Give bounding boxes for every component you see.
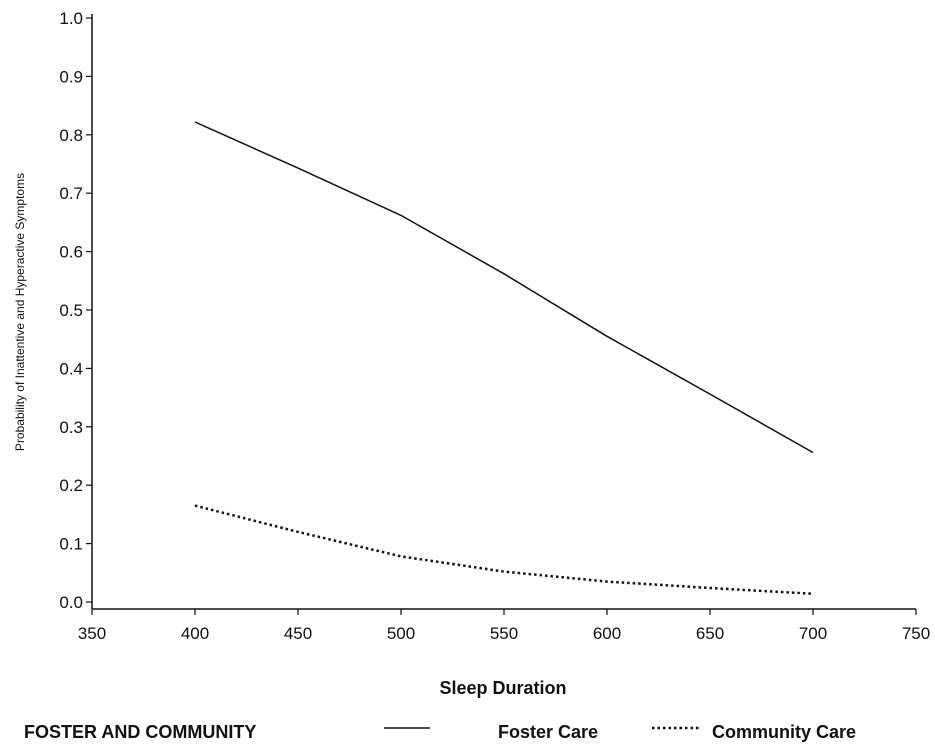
y-axis-title: Probability of Inattentive and Hyperacti… bbox=[13, 173, 27, 451]
x-tick-label: 650 bbox=[696, 624, 724, 643]
x-tick-label: 550 bbox=[490, 624, 518, 643]
series-line-community-care bbox=[194, 504, 814, 596]
legend-title: FOSTER AND COMMUNITY bbox=[24, 722, 256, 742]
y-tick-label: 1.0 bbox=[59, 9, 83, 28]
series-layer bbox=[194, 121, 814, 596]
y-tick-label: 0.8 bbox=[59, 126, 83, 145]
y-tick-label: 0.5 bbox=[59, 301, 83, 320]
y-tick-label: 0.9 bbox=[59, 67, 83, 86]
x-tick-label: 350 bbox=[78, 624, 106, 643]
x-tick-label: 500 bbox=[387, 624, 415, 643]
x-tick-label: 750 bbox=[902, 624, 930, 643]
y-tick-label: 0.1 bbox=[59, 535, 83, 554]
x-axis-title: Sleep Duration bbox=[439, 678, 566, 698]
x-tick-label: 400 bbox=[181, 624, 209, 643]
x-ticks: 350 400 450 500 550 600 650 700 750 bbox=[78, 609, 930, 643]
y-tick-label: 0.6 bbox=[59, 243, 83, 262]
legend-label-foster-care: Foster Care bbox=[498, 722, 598, 742]
y-tick-label: 0.7 bbox=[59, 184, 83, 203]
x-tick-label: 450 bbox=[284, 624, 312, 643]
x-tick-label: 700 bbox=[799, 624, 827, 643]
y-tick-label: 0.3 bbox=[59, 418, 83, 437]
y-tick-label: 0.4 bbox=[59, 359, 83, 378]
y-ticks: 0.0 0.1 0.2 0.3 0.4 0.5 0.6 0.7 0.8 0.9 1.0 bbox=[59, 9, 92, 612]
legend: FOSTER AND COMMUNITY Foster Care Communi… bbox=[24, 722, 856, 742]
series-line-foster-care bbox=[194, 121, 814, 454]
x-tick-label: 600 bbox=[593, 624, 621, 643]
axes bbox=[91, 14, 916, 610]
legend-label-community-care: Community Care bbox=[712, 722, 856, 742]
y-tick-label: 0.0 bbox=[59, 593, 83, 612]
y-tick-label: 0.2 bbox=[59, 476, 83, 495]
